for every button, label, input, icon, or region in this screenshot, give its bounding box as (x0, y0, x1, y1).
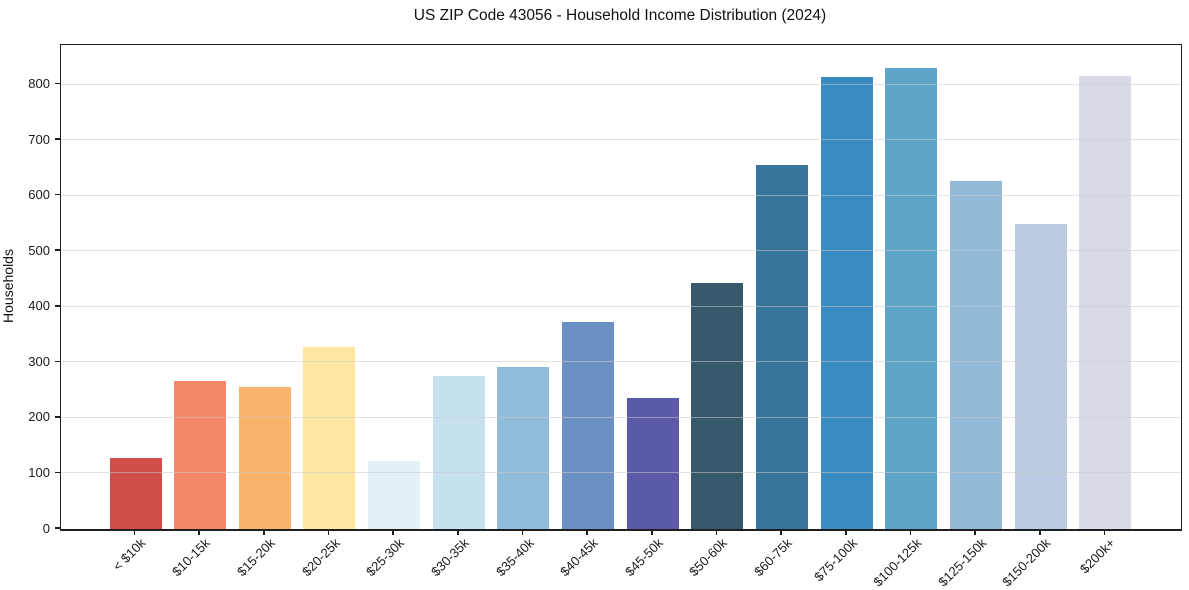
gridline-600 (61, 194, 1181, 196)
x-tick-mark-15 (1103, 530, 1106, 535)
x-tick-label-0: < $10k (109, 535, 149, 574)
x-tick-label-7: $40-45k (557, 535, 602, 580)
x-tick-label-14: $150-200k (999, 535, 1054, 590)
x-tick-label-6: $35-40k (492, 535, 537, 580)
y-tick-label-700: 700 (28, 131, 50, 147)
y-tick-label-600: 600 (28, 187, 50, 203)
y-tick-mark-0 (55, 527, 60, 529)
y-tick-label-200: 200 (28, 409, 50, 425)
gridline-800 (61, 83, 1181, 85)
x-tick-label-10: $60-75k (751, 535, 796, 580)
x-tick-label-3: $20-25k (298, 535, 343, 580)
x-tick-mark-11 (845, 530, 847, 535)
bar-45-50k (626, 398, 679, 529)
bar-20-25k (303, 347, 356, 529)
x-tick-label-1: $10-15k (169, 535, 214, 580)
y-tick-mark-500 (55, 249, 60, 251)
x-tick-mark-12 (909, 530, 912, 535)
bar-125-150k (950, 180, 1003, 529)
bar-75-100k (820, 76, 873, 529)
x-tick-label-2: $15-20k (233, 535, 278, 580)
x-tick-label-9: $50-60k (686, 535, 731, 580)
y-tick-mark-100 (55, 471, 60, 474)
gridline-500 (61, 250, 1181, 252)
bar-25-30k (368, 461, 421, 529)
y-tick-mark-700 (55, 138, 60, 140)
bar-60-75k (756, 165, 809, 529)
gridline-400 (61, 305, 1181, 307)
y-tick-label-100: 100 (28, 464, 50, 480)
x-tick-label-8: $45-50k (621, 535, 666, 580)
plot-area (60, 44, 1182, 531)
y-tick-label-800: 800 (28, 76, 50, 91)
gridline-200 (61, 416, 1181, 418)
bar-150-200k (1014, 223, 1067, 529)
x-tick-label-12: $100-125k (870, 535, 925, 590)
bar-10k (109, 457, 162, 529)
bar-10-15k (174, 380, 227, 529)
bar-15-20k (238, 386, 291, 529)
x-tick-mark-3 (327, 530, 330, 535)
x-tick-mark-6 (521, 530, 524, 535)
gridline-700 (61, 139, 1181, 140)
x-tick-mark-2 (263, 530, 265, 535)
x-tick-label-15: $200k+ (1077, 535, 1119, 577)
x-tick-mark-0 (133, 530, 136, 535)
y-tick-mark-600 (55, 193, 60, 196)
bar-100-125k (885, 67, 938, 529)
bar-200k (1079, 76, 1132, 529)
y-tick-mark-300 (55, 360, 60, 362)
x-tick-mark-13 (974, 530, 976, 535)
y-tick-label-500: 500 (28, 242, 50, 258)
y-tick-mark-400 (55, 305, 60, 307)
x-tick-label-5: $30-35k (427, 535, 472, 580)
bar-40-45k (562, 322, 615, 529)
x-tick-label-11: $75-100k (810, 535, 860, 585)
y-tick-mark-200 (55, 416, 60, 418)
y-tick-label-400: 400 (28, 298, 50, 314)
chart-title: US ZIP Code 43056 - Household Income Dis… (413, 7, 827, 24)
bar-30-35k (432, 376, 485, 529)
bar-35-40k (497, 367, 550, 529)
x-tick-mark-5 (457, 530, 459, 535)
x-tick-label-4: $25-30k (363, 535, 408, 580)
x-tick-mark-1 (198, 530, 200, 535)
y-tick-label-300: 300 (28, 353, 50, 369)
x-tick-mark-4 (392, 530, 394, 535)
x-tick-mark-10 (780, 530, 782, 535)
x-tick-mark-8 (651, 530, 653, 535)
x-tick-mark-9 (715, 530, 718, 535)
x-tick-mark-14 (1039, 530, 1041, 535)
gridline-100 (61, 472, 1181, 474)
bar-50-60k (691, 283, 744, 529)
gridline-300 (61, 361, 1181, 363)
x-tick-label-13: $125-150k (934, 535, 990, 590)
y-tick-label-0: 0 (42, 520, 50, 536)
y-tick-mark-800 (55, 82, 60, 85)
x-tick-mark-7 (586, 530, 588, 535)
